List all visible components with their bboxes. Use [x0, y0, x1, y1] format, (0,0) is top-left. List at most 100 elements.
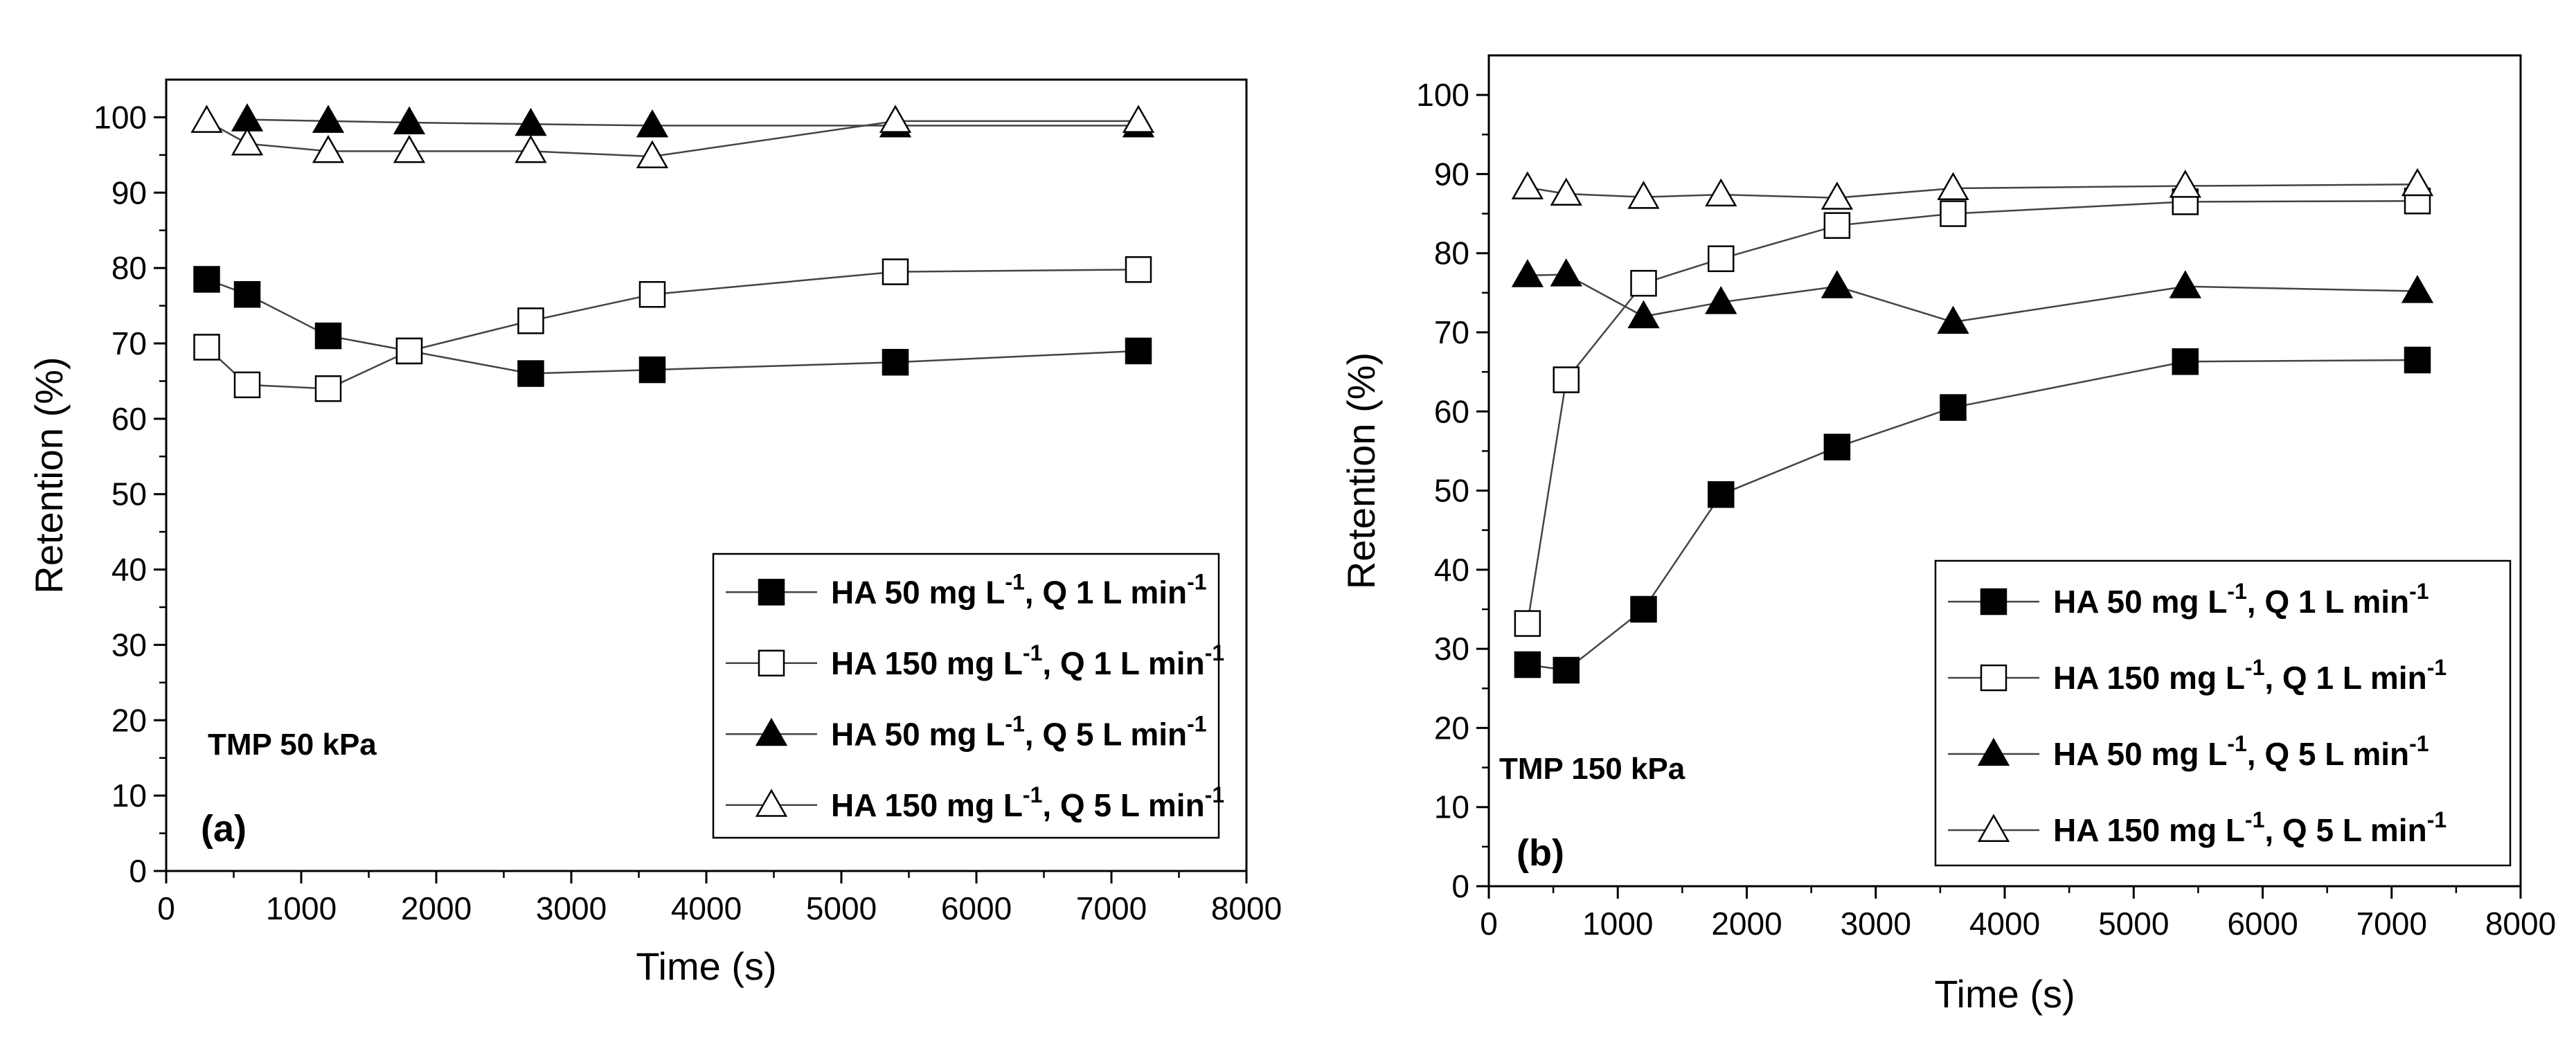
panel-b-data-point — [1550, 177, 1582, 206]
legend-text-part: , Q 1 L min — [2247, 584, 2409, 620]
panel-a-legend-marker — [755, 789, 788, 817]
panel-b-data-point — [1823, 212, 1851, 239]
panel-b-legend-label: HA 150 mg L-1, Q 1 L min-1 — [2053, 655, 2447, 696]
panel-b-x-tick-label: 3000 — [1841, 906, 1911, 942]
panel-b-data-point — [1821, 270, 1854, 298]
panel-b-y-tick-label: 10 — [1434, 789, 1469, 825]
panel-b-condition-label: TMP 150 kPa — [1499, 752, 1685, 786]
panel-b-legend: HA 50 mg L-1, Q 1 L min-1HA 150 mg L-1, … — [1934, 559, 2512, 867]
panel-b-data-point — [1708, 481, 1735, 508]
panel-a-data-point — [190, 105, 223, 133]
panel-a-x-tick-label: 5000 — [806, 890, 877, 926]
panel-b-data-point — [1553, 656, 1580, 684]
panel-a-x-tick-label: 7000 — [1076, 890, 1147, 926]
panel-a-data-point — [231, 127, 264, 156]
legend-text-part: HA 50 mg L — [2053, 584, 2227, 620]
panel-a-y-tick-label: 80 — [111, 250, 147, 286]
legend-superscript: -1 — [2245, 655, 2264, 680]
panel-a-x-tick-label: 2000 — [401, 890, 472, 926]
panel-a-data-point — [312, 105, 345, 133]
panel-b-data-point — [2172, 348, 2199, 375]
legend-superscript: -1 — [2427, 655, 2447, 680]
panel-a-data-point — [515, 107, 547, 136]
panel-b-data-point — [2401, 168, 2434, 197]
legend-text-part: , Q 5 L min — [1042, 787, 1204, 823]
legend-text-part: , Q 1 L min — [1025, 574, 1187, 610]
panel-b-y-tick-label: 50 — [1434, 473, 1469, 509]
panel-a-x-tick-label: 3000 — [536, 890, 607, 926]
panel-a-data-point — [636, 140, 669, 169]
panel-a-legend-label: HA 150 mg L-1, Q 1 L min-1 — [831, 640, 1224, 681]
panel-a-legend-marker — [758, 579, 785, 606]
legend-text-part: HA 150 mg L — [831, 787, 1023, 823]
panel-b-x-tick-label: 0 — [1480, 906, 1498, 942]
legend-text-part: , Q 1 L min — [2264, 660, 2426, 696]
panel-a-data-point — [193, 266, 220, 293]
legend-text-part: , Q 5 L min — [2264, 812, 2426, 848]
panel-b-legend-label: HA 50 mg L-1, Q 5 L min-1 — [2053, 731, 2429, 772]
panel-b-y-tick-label: 20 — [1434, 710, 1469, 746]
panel-a-legend-label: HA 50 mg L-1, Q 1 L min-1 — [831, 569, 1207, 610]
panel-a-data-point — [395, 337, 423, 365]
panel-b-y-tick-label: 60 — [1434, 393, 1469, 429]
legend-text-part: HA 150 mg L — [831, 645, 1023, 681]
legend-superscript: -1 — [1005, 711, 1024, 736]
panel-a-y-tick-label: 0 — [129, 853, 147, 889]
panel-a-data-point — [882, 348, 909, 376]
legend-text-part: , Q 5 L min — [1025, 716, 1187, 752]
panel-a-series-1 — [193, 266, 1152, 387]
panel-b-y-tick-label: 80 — [1434, 235, 1469, 271]
legend-text-part: , Q 5 L min — [2247, 736, 2409, 772]
panel-b-legend-marker — [1977, 737, 2010, 766]
panel-b-data-point — [1514, 610, 1541, 637]
panel-b-data-point — [1708, 245, 1735, 272]
panel-a-data-point — [638, 280, 666, 308]
legend-superscript: -1 — [1205, 640, 1224, 665]
panel-b-data-point — [1511, 259, 1544, 287]
legend-text-part: HA 50 mg L — [2053, 736, 2227, 772]
panel-b-y-tick-label: 70 — [1434, 314, 1469, 350]
panel-a-y-tick-label: 20 — [111, 702, 147, 738]
panel-b-data-point — [1823, 433, 1851, 460]
panel-b-series-3 — [1511, 258, 2434, 334]
panel-b-y-tick-label: 40 — [1434, 552, 1469, 588]
legend-text-part: HA 50 mg L — [831, 716, 1005, 752]
panel-a-x-tick-label: 0 — [157, 890, 175, 926]
legend-superscript: -1 — [1005, 569, 1024, 594]
panel-b-x-tick-label: 7000 — [2356, 906, 2427, 942]
legend-superscript: -1 — [2409, 731, 2429, 756]
panel-b-panel-label: (b) — [1517, 832, 1564, 874]
panel-a-data-point — [233, 280, 261, 308]
panel-a-data-point — [879, 105, 912, 133]
panel-b-y-axis-title: Retention (%) — [1339, 352, 1383, 589]
panel-b-data-point — [1940, 394, 1967, 421]
panel-b-series-4 — [1511, 168, 2434, 210]
panel-a-data-point — [393, 134, 426, 163]
panel-b-x-tick-label: 6000 — [2227, 906, 2298, 942]
panel-a-data-point — [638, 356, 666, 384]
panel-a-data-point — [312, 134, 345, 163]
panel-b-x-tick-label: 2000 — [1711, 906, 1782, 942]
panel-b-data-point — [1937, 305, 1969, 334]
panel-b-data-point — [2169, 270, 2201, 298]
panel-b-legend-marker — [1977, 814, 2010, 842]
panel-b-x-tick-label: 1000 — [1582, 906, 1653, 942]
panel-a-y-tick-label: 60 — [111, 401, 147, 437]
panel-a-y-tick-label: 70 — [111, 325, 147, 361]
panel-a-x-tick-label: 6000 — [941, 890, 1012, 926]
panel-b-legend-label: HA 150 mg L-1, Q 5 L min-1 — [2053, 807, 2447, 848]
panel-b-series-1 — [1514, 346, 2431, 684]
panel-a-x-axis-title: Time (s) — [636, 944, 776, 988]
panel-a-data-point — [1122, 105, 1155, 133]
panel-b-data-point — [2404, 346, 2431, 374]
legend-superscript: -1 — [1187, 711, 1206, 736]
legend-superscript: -1 — [2227, 579, 2246, 604]
panel-b-data-point — [1630, 595, 1657, 623]
panel-a-data-point — [314, 375, 342, 402]
panel-b-legend-box — [1934, 559, 2512, 867]
panel-a-series-2 — [193, 256, 1152, 402]
panel-a-legend-label: HA 50 mg L-1, Q 5 L min-1 — [831, 711, 1207, 752]
panel-b-data-point — [2169, 170, 2201, 198]
panel-a-x-tick-label: 4000 — [671, 890, 742, 926]
